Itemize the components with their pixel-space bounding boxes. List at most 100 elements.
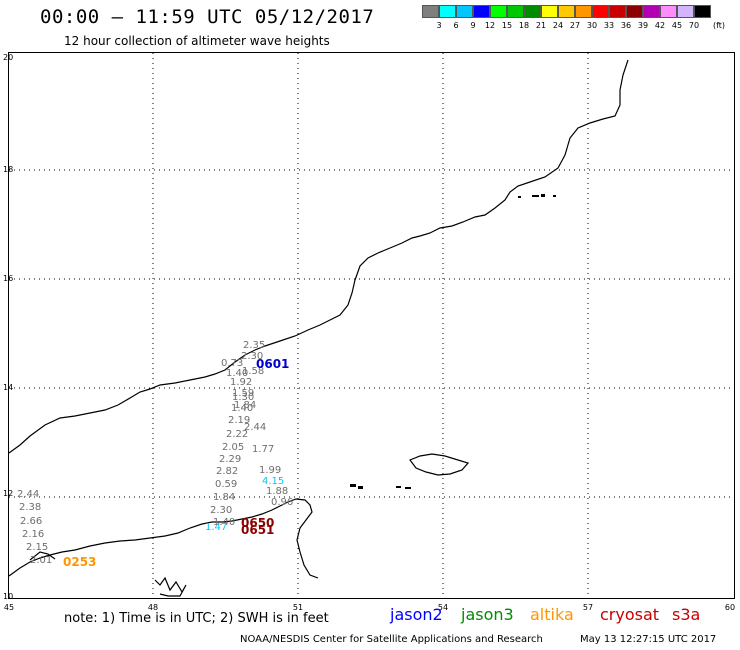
x-axis-label-45: 45 — [3, 603, 15, 612]
color-scale-swatch — [677, 5, 694, 18]
legend-s3a: s3a — [672, 605, 701, 624]
color-scale-swatch — [609, 5, 626, 18]
color-scale-label: 45 — [671, 21, 683, 30]
swh-value: 1.58 — [242, 366, 265, 377]
x-axis-label-54: 54 — [437, 603, 449, 612]
north-coastline — [8, 59, 629, 454]
color-scale-label: 6 — [453, 21, 459, 30]
swh-value: 2.44 — [244, 422, 267, 433]
color-scale-label: 21 — [535, 21, 547, 30]
swh-value: 2.44 — [17, 489, 40, 500]
color-scale-label: 30 — [586, 21, 598, 30]
swh-value: 2.66 — [20, 516, 43, 527]
page-subtitle: 12 hour collection of altimeter wave hei… — [64, 34, 330, 48]
swh-value: 2.22 — [226, 429, 249, 440]
swh-value: 1.40 — [226, 368, 249, 379]
color-scale-swatch — [541, 5, 558, 18]
color-scale-label: 70 — [688, 21, 700, 30]
south-coastline — [8, 498, 319, 579]
inland-feature — [154, 576, 187, 597]
color-scale-label: 3 — [436, 21, 442, 30]
pass-time-label: 0601 — [256, 357, 290, 371]
y-axis-label-16: 16 — [3, 274, 14, 283]
color-scale-label: (ft) — [712, 21, 726, 30]
swh-value: 2.16 — [22, 529, 45, 540]
color-scale-labels: 3 6 9 12 15 18 21 24 27 30 33 36 39 42 45 70 (ft) — [422, 21, 740, 33]
swh-value: 1.40 — [231, 403, 254, 414]
credit-text: NOAA/NESDIS Center for Satellite Applica… — [240, 634, 543, 645]
color-scale-swatch — [456, 5, 473, 18]
x-axis-label-60: 60 — [724, 603, 736, 612]
legend-jason2: jason2 — [390, 605, 443, 624]
color-scale-label: 42 — [654, 21, 666, 30]
swh-value: 1.47 — [205, 522, 228, 533]
swh-value: 2.05 — [222, 442, 245, 453]
footer-note: note: 1) Time is in UTC; 2) SWH is in fe… — [64, 611, 329, 626]
y-axis-label-14: 14 — [3, 383, 14, 392]
pass-time-label: 0651 — [241, 523, 275, 537]
swh-value: 1.92 — [230, 377, 253, 388]
color-scale-swatch — [422, 5, 439, 18]
color-scale-swatch — [660, 5, 677, 18]
color-scale-label: 12 — [484, 21, 496, 30]
swh-value: 2.29 — [219, 454, 242, 465]
swh-value: 1.30 — [232, 392, 255, 403]
y-axis-label-12: 12 — [3, 489, 14, 498]
legend-cryosat: cryosat — [600, 605, 660, 624]
swh-value: 4.15 — [262, 476, 285, 487]
legend-altika: altika — [530, 605, 574, 624]
color-scale-label: 36 — [620, 21, 632, 30]
swh-value: 2.82 — [216, 466, 239, 477]
swh-value: 1.84 — [213, 492, 236, 503]
color-scale-swatch — [592, 5, 609, 18]
pass-time-label: 0650 — [241, 516, 275, 530]
legend-jason3: jason3 — [461, 605, 514, 624]
x-axis-label-48: 48 — [147, 603, 159, 612]
y-axis-label-20: 20 — [3, 53, 14, 62]
swh-value: 1.99 — [259, 465, 282, 476]
swh-value: 2.35 — [243, 340, 266, 351]
swh-value: 0.96 — [271, 497, 294, 508]
island — [409, 453, 470, 476]
swh-value: 1.77 — [252, 444, 275, 455]
swh-value: 1.59 — [232, 388, 255, 399]
map-frame — [8, 52, 735, 599]
y-axis-label-10: 10 — [3, 592, 14, 601]
x-axis-label-57: 57 — [582, 603, 594, 612]
color-scale-label: 15 — [501, 21, 513, 30]
color-scale-label: 33 — [603, 21, 615, 30]
color-scale-label: 9 — [470, 21, 476, 30]
color-scale-swatch — [558, 5, 575, 18]
color-scale-swatch — [626, 5, 643, 18]
swh-value: 2.38 — [19, 502, 42, 513]
color-scale-swatch — [643, 5, 660, 18]
map-grid — [9, 53, 734, 598]
color-scale-swatch — [490, 5, 507, 18]
swh-value: 2.19 — [228, 415, 251, 426]
color-scale-label: 39 — [637, 21, 649, 30]
generated-timestamp: May 13 12:27:15 UTC 2017 — [580, 634, 717, 645]
swh-value: 2.01 — [30, 555, 53, 566]
page-title: 00:00 – 11:59 UTC 05/12/2017 — [40, 6, 375, 28]
color-scale-label: 27 — [569, 21, 581, 30]
swh-value: 0.59 — [215, 479, 238, 490]
swh-value: 1.84 — [234, 400, 257, 411]
swh-value: 2.30 — [210, 505, 233, 516]
swh-value: 2.15 — [26, 542, 49, 553]
swh-value: 1.40 — [213, 517, 236, 528]
color-scale-label: 24 — [552, 21, 564, 30]
color-scale-label: 18 — [518, 21, 530, 30]
color-scale-swatch — [507, 5, 524, 18]
pass-time-label: 0253 — [63, 555, 97, 569]
swh-value: 1.88 — [266, 486, 289, 497]
swh-value: 2.30 — [241, 351, 264, 362]
color-scale-swatch — [575, 5, 592, 18]
x-axis-label-51: 51 — [292, 603, 304, 612]
color-scale-swatch — [439, 5, 456, 18]
swh-value: 0.73 — [221, 358, 244, 369]
color-scale — [422, 5, 711, 18]
y-axis-label-18: 18 — [3, 165, 14, 174]
islets — [350, 194, 556, 489]
color-scale-swatch — [524, 5, 541, 18]
